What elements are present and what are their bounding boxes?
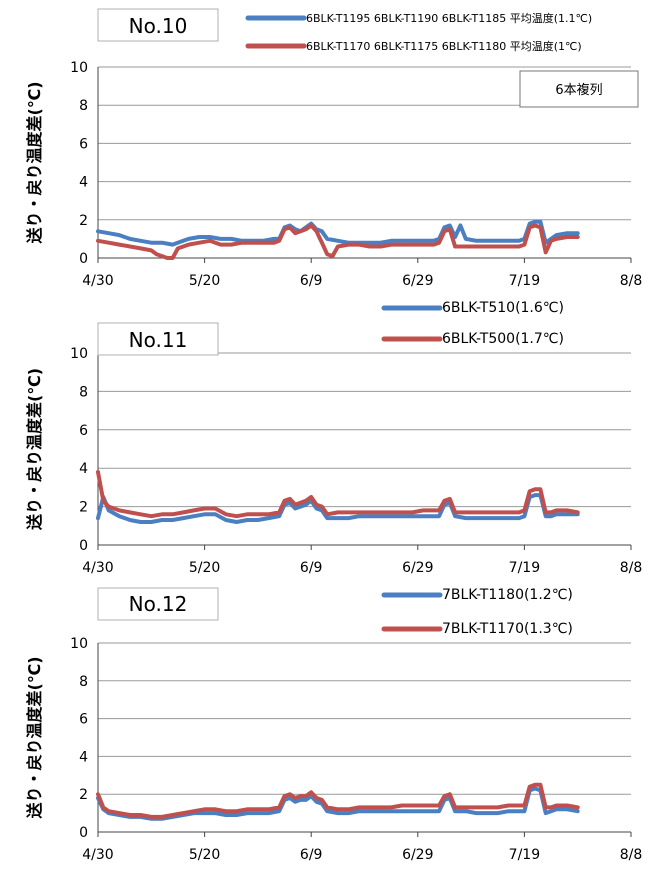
panel-title: No.12 [129,592,188,616]
chart-panel-10: 0 2 4 6 8 10 4/30 5/20 6/9 6/29 7/19 8/8 送り・戻り温度差(℃)… [25,8,643,289]
note-text: 6本複列 [555,82,602,98]
series-line-blue [96,493,580,524]
note-box [519,70,639,108]
x-tick-label: 6/29 [402,273,433,289]
x-tick-label: 6/9 [300,273,323,289]
y-tick-label: 4 [79,461,88,477]
x-tick-label: 5/20 [189,273,220,289]
series-line-red [96,782,580,819]
legend-label: 6BLK-T500(1.7℃) [442,331,564,347]
y-tick-label: 10 [70,346,88,362]
y-tick-label: 6 [79,423,88,439]
x-tick-label: 5/20 [189,560,220,576]
x-tick-label: 5/20 [189,847,220,863]
y-tick-label: 2 [79,787,88,803]
chart-panel-11: 0 2 4 6 8 10 4/30 5/20 6/9 6/29 7/19 8/8 送り・戻り温度差(℃)… [25,300,642,576]
panel-title: No.11 [129,328,188,352]
x-tick-label: 4/30 [82,273,113,289]
x-tick-label: 6/9 [300,560,323,576]
y-tick-label: 0 [79,251,88,267]
y-tick-label: 10 [70,636,88,652]
x-tick-label: 8/8 [620,273,643,289]
y-axis-title: 送り・戻り温度差(℃) [25,656,44,819]
legend-label: 6BLK-T1170 6BLK-T1175 6BLK-T1180 平均温度(1℃… [306,39,582,53]
y-tick-label: 2 [79,500,88,516]
x-tick-label: 8/8 [620,847,643,863]
y-axis-title: 送り・戻り温度差(℃) [25,81,44,244]
y-tick-label: 6 [79,712,88,728]
x-tick-label: 8/8 [620,560,643,576]
x-tick-label: 4/30 [82,560,113,576]
series-line-blue [96,219,580,247]
panel-title-box [97,322,219,356]
y-tick-label: 8 [79,674,88,690]
panel-title-box [97,8,219,42]
x-tick-label: 6/29 [402,847,433,863]
y-tick-label: 0 [79,538,88,554]
legend-label: 6BLK-T510(1.6℃) [442,300,564,316]
series-line-red [96,470,580,519]
series-line-red [96,223,580,260]
y-tick-label: 6 [79,136,88,152]
chart-panel-12: 0 2 4 6 8 10 4/30 5/20 6/9 6/29 7/19 8/8 送り・戻り温度差(℃)… [25,587,642,863]
x-tick-label: 7/19 [509,847,540,863]
x-tick-label: 4/30 [82,847,113,863]
legend-label: 7BLK-T1180(1.2℃) [442,587,573,603]
legend-label: 6BLK-T1195 6BLK-T1190 6BLK-T1185 平均温度(1.… [306,11,592,25]
y-tick-label: 4 [79,175,88,191]
y-tick-label: 2 [79,213,88,229]
y-tick-label: 10 [70,60,88,76]
panel-title-box [97,587,219,621]
x-tick-label: 7/19 [509,560,540,576]
x-tick-label: 7/19 [509,273,540,289]
legend-label: 7BLK-T1170(1.3℃) [442,621,573,637]
y-tick-label: 4 [79,749,88,765]
panel-title: No.10 [129,14,188,38]
y-tick-label: 8 [79,98,88,114]
y-axis-title: 送り・戻り温度差(℃) [25,368,44,531]
x-tick-label: 6/9 [300,847,323,863]
y-tick-label: 0 [79,825,88,841]
x-tick-label: 6/29 [402,560,433,576]
y-tick-label: 8 [79,384,88,400]
